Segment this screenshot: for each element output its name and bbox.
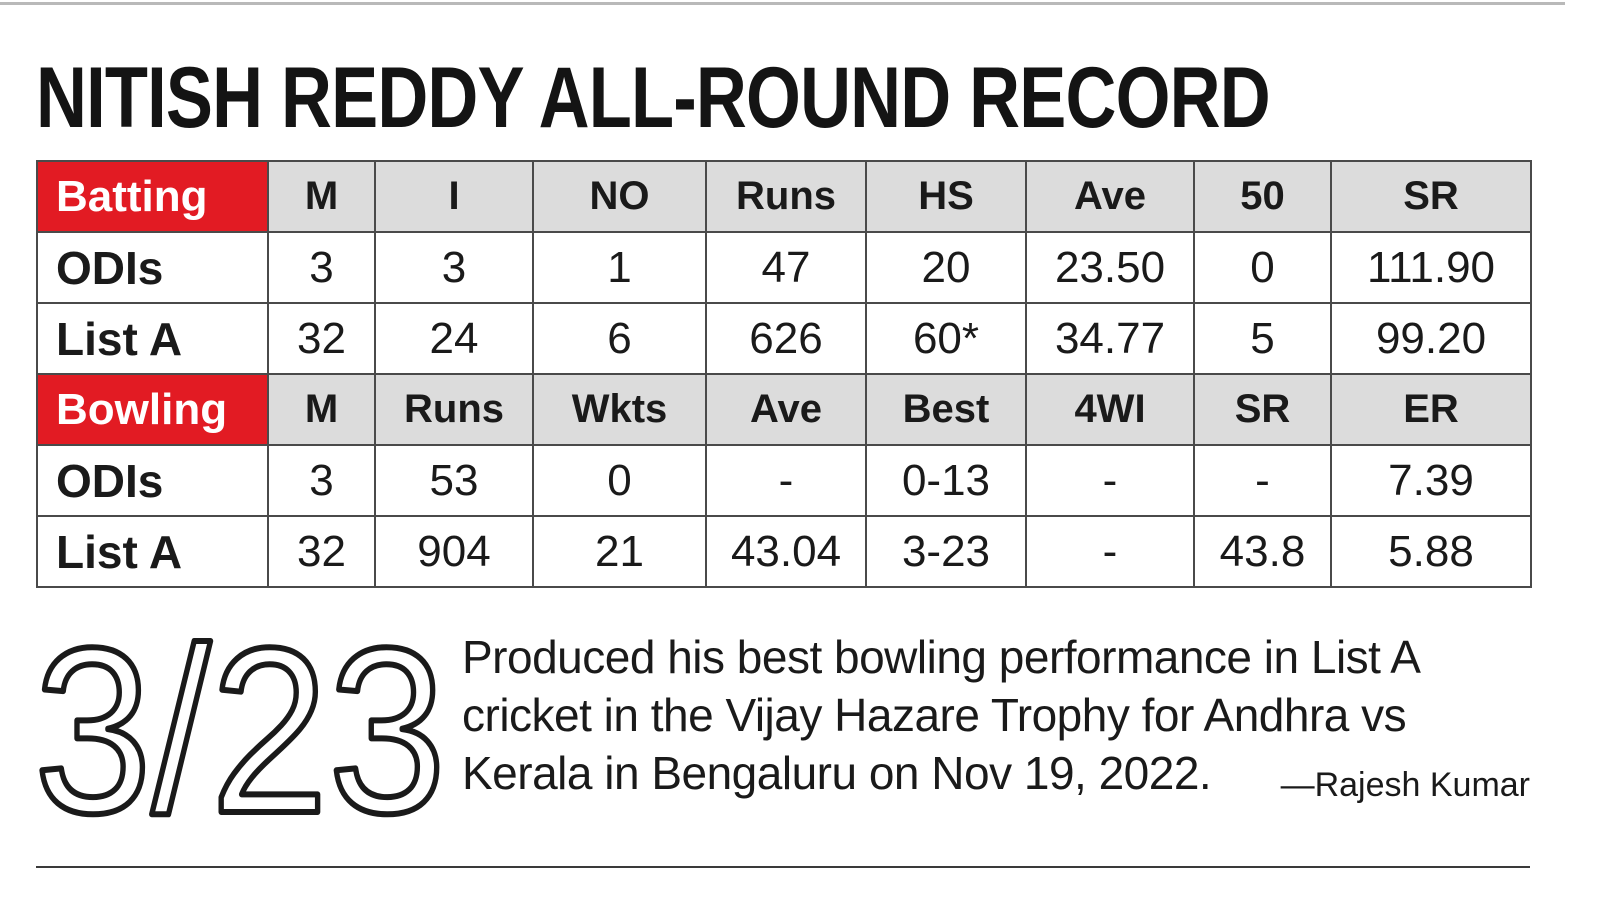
byline: —Rajesh Kumar: [1280, 766, 1530, 804]
batting-column-header: Runs: [705, 160, 867, 233]
table-cell: 3: [374, 231, 534, 304]
bowling-column-header: Best: [865, 373, 1027, 446]
table-cell: 53: [374, 444, 534, 517]
batting-column-header: M: [267, 160, 376, 233]
table-cell: 111.90: [1330, 231, 1532, 304]
table-cell: 21: [532, 515, 707, 588]
table-cell: 0-13: [865, 444, 1027, 517]
bowling-column-header: Wkts: [532, 373, 707, 446]
table-cell: 20: [865, 231, 1027, 304]
bowling-section-label: Bowling: [36, 373, 269, 446]
table-cell: 23.50: [1025, 231, 1195, 304]
highlight-figure-text: 3/23: [34, 614, 446, 834]
bowling-row-list-a: List A 32 904 21 43.04 3-23 - 43.8 5.88: [36, 515, 1532, 588]
highlight-figure: 3/23: [31, 614, 449, 834]
batting-column-header: I: [374, 160, 534, 233]
table-cell: 32: [267, 302, 376, 375]
batting-row-list-a: List A 32 24 6 626 60* 34.77 5 99.20: [36, 302, 1532, 375]
highlight-note: Produced his best bowling performance in…: [462, 631, 1418, 799]
bowling-column-header: Runs: [374, 373, 534, 446]
table-cell: -: [1025, 444, 1195, 517]
table-cell: 626: [705, 302, 867, 375]
batting-column-header: 50: [1193, 160, 1332, 233]
bowling-column-header: 4WI: [1025, 373, 1195, 446]
batting-column-header: HS: [865, 160, 1027, 233]
batting-column-header: SR: [1330, 160, 1532, 233]
batting-header-row: Batting M I NO Runs HS Ave 50 SR: [36, 160, 1532, 233]
bowling-row-odis: ODIs 3 53 0 - 0-13 - - 7.39: [36, 444, 1532, 517]
table-cell: 6: [532, 302, 707, 375]
bowling-header-row: Bowling M Runs Wkts Ave Best 4WI SR ER: [36, 373, 1532, 446]
table-cell: 3: [267, 444, 376, 517]
batting-row-odis: ODIs 3 3 1 47 20 23.50 0 111.90: [36, 231, 1532, 304]
table-cell: 43.8: [1193, 515, 1332, 588]
table-cell: 24: [374, 302, 534, 375]
table-cell: 0: [1193, 231, 1332, 304]
table-cell: 5: [1193, 302, 1332, 375]
table-cell: 3: [267, 231, 376, 304]
bowling-column-header: ER: [1330, 373, 1532, 446]
table-cell: -: [1025, 515, 1195, 588]
batting-section-label: Batting: [36, 160, 269, 233]
table-cell: 1: [532, 231, 707, 304]
row-label: List A: [36, 515, 269, 588]
table-cell: 904: [374, 515, 534, 588]
stats-table: Batting M I NO Runs HS Ave 50 SR ODIs 3 …: [36, 160, 1532, 588]
table-cell: 43.04: [705, 515, 867, 588]
batting-column-header: NO: [532, 160, 707, 233]
batting-column-header: Ave: [1025, 160, 1195, 233]
table-cell: 0: [532, 444, 707, 517]
table-cell: 47: [705, 231, 867, 304]
table-cell: 34.77: [1025, 302, 1195, 375]
top-rule: [0, 2, 1565, 5]
bowling-column-header: M: [267, 373, 376, 446]
page-title: NITISH REDDY ALL-ROUND RECORD: [36, 50, 1271, 146]
table-cell: 60*: [865, 302, 1027, 375]
table-cell: 99.20: [1330, 302, 1532, 375]
table-cell: -: [1193, 444, 1332, 517]
table-cell: 7.39: [1330, 444, 1532, 517]
bowling-column-header: Ave: [705, 373, 867, 446]
row-label: ODIs: [36, 231, 269, 304]
table-cell: -: [705, 444, 867, 517]
table-cell: 5.88: [1330, 515, 1532, 588]
row-label: ODIs: [36, 444, 269, 517]
bottom-rule: [36, 866, 1530, 868]
row-label: List A: [36, 302, 269, 375]
table-cell: 32: [267, 515, 376, 588]
table-cell: 3-23: [865, 515, 1027, 588]
bowling-column-header: SR: [1193, 373, 1332, 446]
